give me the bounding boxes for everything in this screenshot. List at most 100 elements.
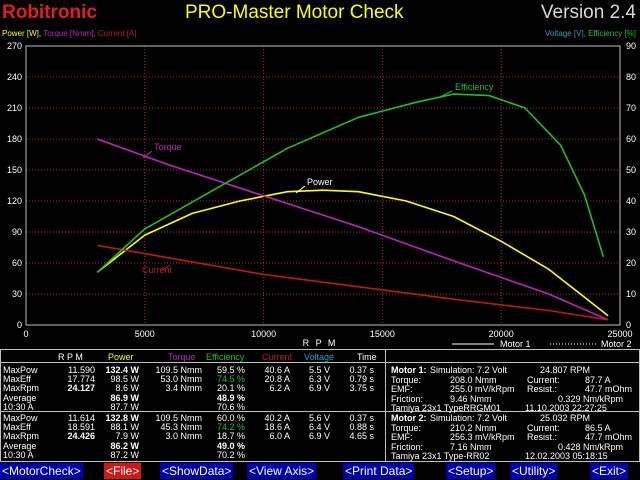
cell-eff: 60.0 % bbox=[216, 413, 245, 423]
cell-current: 40.6 A bbox=[264, 365, 290, 375]
title-bar: Robitronic PRO-Master Motor Check Versio… bbox=[0, 0, 640, 26]
current-label: Current: bbox=[527, 422, 560, 433]
cell-eff: 74.5 % bbox=[216, 374, 245, 385]
series-power bbox=[96, 189, 609, 317]
cell-power: 86.9 W bbox=[110, 392, 139, 403]
col-efficiency: Efficiency bbox=[206, 352, 245, 362]
x-tick-label: 10000 bbox=[251, 329, 276, 339]
menu-item-showdata[interactable]: <ShowData> bbox=[160, 463, 234, 479]
y-left-tick-label: 0 bbox=[17, 320, 22, 330]
cell-label: 10:30 A bbox=[3, 449, 34, 460]
col-current: Current bbox=[262, 352, 293, 362]
x-axis-label: R P M bbox=[303, 338, 338, 348]
cell-power: 8.6 W bbox=[115, 383, 139, 394]
cell-current: 18.6 A bbox=[264, 422, 290, 433]
cell-power: 88.1 W bbox=[110, 422, 139, 433]
y-left-tick-label: 240 bbox=[7, 72, 22, 82]
resist-value: 47.7 mOhm bbox=[585, 384, 633, 394]
resist-value: 47.7 mOhm bbox=[585, 432, 633, 442]
cell-power: 87.7 W bbox=[110, 401, 139, 412]
annotation-torque: Torque bbox=[154, 142, 182, 152]
cell-torque: 3.4 Nmm bbox=[165, 383, 202, 394]
cell-power: 86.2 W bbox=[110, 440, 139, 451]
y-right-tick-label: 10 bbox=[626, 289, 636, 299]
right-axis-legend: Voltage [V], Efficiency [%] bbox=[545, 29, 636, 38]
y-right-tick-label: 20 bbox=[626, 258, 636, 268]
friction-rate-value: 0.428 Nm/kRpm bbox=[558, 441, 624, 452]
series-current bbox=[97, 244, 609, 321]
cell-power: 87.2 W bbox=[110, 449, 139, 460]
cell-label: MaxRpm bbox=[3, 431, 40, 442]
cell-torque: 109.5 Nmm bbox=[155, 413, 202, 423]
menu-item-setup[interactable]: <Setup> bbox=[446, 463, 496, 479]
annotation-efficiency: Efficiency bbox=[455, 82, 494, 92]
cell-power: 98.5 W bbox=[110, 374, 139, 385]
cell-label: MaxEff bbox=[3, 422, 31, 433]
y-left-tick-label: 150 bbox=[7, 165, 22, 175]
friction-value: 7.16 Nmm bbox=[450, 441, 492, 452]
motor-name: Tamiya 23x1 TypeRRGM01 bbox=[391, 403, 501, 413]
y-right-tick-label: 50 bbox=[626, 165, 636, 175]
y-left-tick-label: 60 bbox=[12, 258, 22, 268]
cell-time: 0.37 s bbox=[349, 413, 374, 423]
cell-voltage: 5.5 V bbox=[308, 365, 330, 375]
cell-power: 7.9 W bbox=[115, 431, 139, 442]
cell-eff: 49.0 % bbox=[216, 440, 245, 451]
y-left-tick-label: 90 bbox=[12, 227, 22, 237]
cell-current: 20.8 A bbox=[264, 374, 290, 385]
cell-eff: 20.1 % bbox=[216, 383, 245, 394]
x-tick-label: 20000 bbox=[489, 329, 514, 339]
resist-label: Resist.: bbox=[527, 432, 558, 442]
simulation-label: Simulation: 7.2 Volt bbox=[430, 413, 508, 423]
y-right-tick-label: 70 bbox=[626, 103, 636, 113]
stall-torque-value: 210.2 Nmm bbox=[450, 422, 497, 433]
cell-current: 6.0 A bbox=[269, 431, 290, 442]
cell-torque: 45.3 Nmm bbox=[160, 422, 202, 433]
x-tick-label: 25000 bbox=[607, 329, 632, 339]
motor-chart: 0 5000 10000 15000 20000 25000030609012015018… bbox=[7, 41, 636, 349]
cell-current: 6.2 A bbox=[269, 383, 290, 394]
menu-item-view-axis[interactable]: <View Axis> bbox=[247, 463, 317, 479]
cell-time: 0.88 s bbox=[349, 422, 374, 433]
cell-voltage: 6.3 V bbox=[308, 374, 330, 385]
menu-item-utility[interactable]: <Utility> bbox=[510, 463, 558, 479]
no-load-rpm: 25.032 RPM bbox=[540, 413, 591, 423]
cell-eff: 59.5 % bbox=[216, 365, 245, 375]
menu-item-exit[interactable]: <Exit> bbox=[590, 463, 629, 479]
y-right-tick-label: 80 bbox=[626, 72, 636, 82]
annotation-torque-leader bbox=[142, 150, 153, 159]
legend-power: Power [W], bbox=[2, 29, 42, 38]
friction-rate-value: 0.329 Nm/kRpm bbox=[558, 393, 624, 404]
friction-label: Friction: bbox=[391, 441, 424, 452]
annotation-current-leader bbox=[161, 264, 171, 271]
cell-power: 132.4 W bbox=[105, 365, 139, 375]
cell-rpm: 24.127 bbox=[67, 383, 95, 394]
torque-label: Torque: bbox=[391, 374, 422, 385]
friction-value: 9.46 Nmm bbox=[450, 393, 492, 404]
col-voltage: Voltage bbox=[304, 352, 335, 362]
cell-eff: 48.9 % bbox=[216, 392, 245, 403]
cell-label: MaxPow bbox=[3, 365, 38, 375]
y-left-tick-label: 270 bbox=[7, 41, 22, 51]
col-power: Power bbox=[108, 352, 134, 362]
torque-label: Torque: bbox=[391, 422, 422, 433]
cell-rpm: 11.590 bbox=[68, 365, 95, 375]
legend-voltage: Voltage [V], bbox=[544, 29, 586, 38]
cell-rpm: 18.591 bbox=[67, 422, 95, 433]
cell-torque: 109.5 Nmm bbox=[155, 365, 202, 375]
y-right-tick-label: 40 bbox=[626, 196, 636, 206]
cell-label: MaxRpm bbox=[3, 383, 40, 394]
menu-item-print-data[interactable]: <Print Data> bbox=[343, 463, 415, 479]
menu-item-file[interactable]: <File> bbox=[104, 463, 142, 479]
cell-eff: 70.2 % bbox=[216, 449, 245, 460]
cell-eff: 18.7 % bbox=[216, 431, 245, 442]
cell-label: 10:30 A bbox=[3, 401, 34, 412]
series-efficiency bbox=[96, 93, 605, 273]
cell-rpm: 11.614 bbox=[68, 413, 95, 423]
menu-bar: <MotorCheck> <File> <ShowData> <View Axis> <… bbox=[0, 463, 640, 480]
legend-efficiency: Efficiency [%] bbox=[588, 29, 636, 38]
cell-torque: 53.0 Nmm bbox=[160, 374, 202, 385]
menu-item-motorcheck[interactable]: <MotorCheck> bbox=[0, 463, 83, 479]
brand-logo: Robitronic bbox=[2, 2, 97, 23]
y-left-tick-label: 180 bbox=[7, 134, 22, 144]
